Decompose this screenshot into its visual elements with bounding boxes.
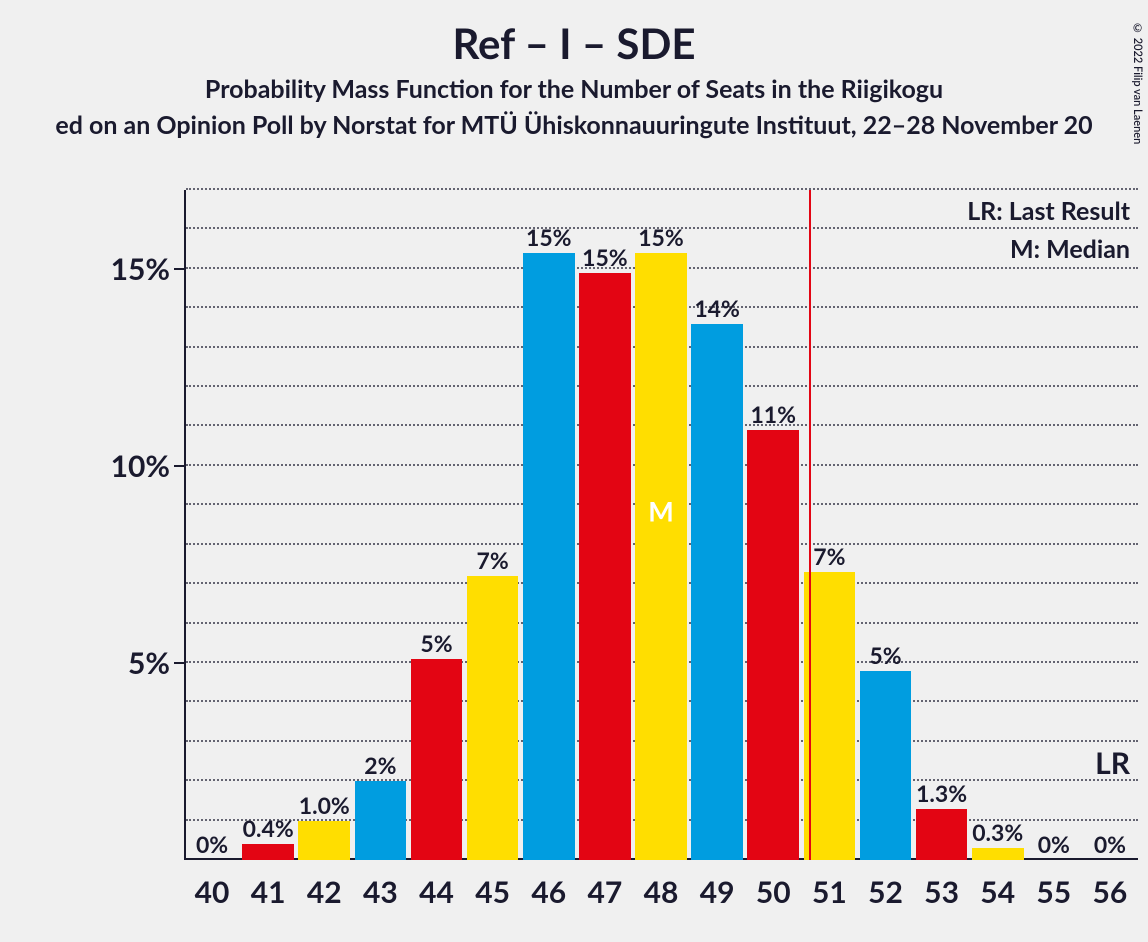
x-tick-label: 52 xyxy=(868,860,903,910)
last-result-badge: LR xyxy=(1095,745,1130,781)
x-tick-label: 49 xyxy=(700,860,735,910)
y-axis-line xyxy=(184,190,186,860)
chart-subtitle-2: ed on an Opinion Poll by Norstat for MTÜ… xyxy=(0,110,1148,140)
bar-51: 7% xyxy=(804,572,856,860)
y-tick-label: 15% xyxy=(111,251,184,287)
bar-41: 0.4% xyxy=(242,844,294,860)
bar-42: 1.0% xyxy=(298,821,350,860)
bar-43: 2% xyxy=(355,781,407,860)
legend-last-result: LR: Last Result xyxy=(967,196,1130,226)
x-tick-label: 51 xyxy=(812,860,847,910)
x-tick-label: 48 xyxy=(644,860,679,910)
y-tick-mark xyxy=(174,662,184,664)
bar-label: 0.4% xyxy=(243,814,294,844)
bar-label: 0% xyxy=(1094,830,1126,860)
bar-47: 15% xyxy=(579,273,631,860)
bar-label: 0% xyxy=(1038,830,1070,860)
x-tick-label: 50 xyxy=(756,860,791,910)
x-tick-label: 40 xyxy=(195,860,230,910)
bar-52: 5% xyxy=(860,671,912,860)
x-tick-label: 54 xyxy=(980,860,1015,910)
bar-48: 15% xyxy=(635,253,687,860)
bar-label: 15% xyxy=(638,223,684,253)
last-result-vline xyxy=(809,190,811,860)
bar-44: 5% xyxy=(411,659,463,860)
y-tick-mark xyxy=(174,268,184,270)
y-tick-label: 10% xyxy=(111,448,184,484)
bar-46: 15% xyxy=(523,253,575,860)
bar-label: 1.3% xyxy=(916,779,967,809)
bar-label: 1.0% xyxy=(299,791,350,821)
bar-53: 1.3% xyxy=(916,809,968,860)
bar-54: 0.3% xyxy=(972,848,1024,860)
copyright-text: © 2022 Filip van Laenen xyxy=(1131,22,1144,144)
x-tick-label: 43 xyxy=(363,860,398,910)
grid-line xyxy=(186,188,1138,190)
bar-label: 0% xyxy=(196,830,228,860)
bar-label: 5% xyxy=(869,641,901,671)
bar-label: 0.3% xyxy=(972,818,1023,848)
median-marker: M xyxy=(648,495,674,528)
bar-label: 7% xyxy=(477,546,509,576)
chart-subtitle-1: Probability Mass Function for the Number… xyxy=(0,74,1148,104)
bar-49: 14% xyxy=(691,324,743,860)
bar-label: 15% xyxy=(526,223,572,253)
y-tick-mark xyxy=(174,465,184,467)
x-tick-label: 42 xyxy=(307,860,342,910)
bar-label: 2% xyxy=(364,751,396,781)
legend-median: M: Median xyxy=(1010,234,1130,264)
chart-title: Ref – I – SDE xyxy=(0,18,1148,68)
bar-label: 7% xyxy=(813,542,845,572)
bar-label: 15% xyxy=(582,243,628,273)
bar-50: 11% xyxy=(747,430,799,860)
x-tick-label: 47 xyxy=(587,860,622,910)
x-tick-label: 41 xyxy=(251,860,286,910)
bar-label: 14% xyxy=(694,294,740,324)
x-tick-label: 56 xyxy=(1093,860,1128,910)
x-tick-label: 44 xyxy=(419,860,454,910)
x-tick-label: 45 xyxy=(475,860,510,910)
bar-45: 7% xyxy=(467,576,519,860)
bar-label: 11% xyxy=(750,400,796,430)
bar-label: 5% xyxy=(420,629,452,659)
x-tick-label: 55 xyxy=(1036,860,1071,910)
x-tick-label: 53 xyxy=(924,860,959,910)
x-tick-label: 46 xyxy=(531,860,566,910)
pm-f-bar-chart: 5%10%15%0%400.4%411.0%422%435%447%4515%4… xyxy=(184,190,1138,860)
